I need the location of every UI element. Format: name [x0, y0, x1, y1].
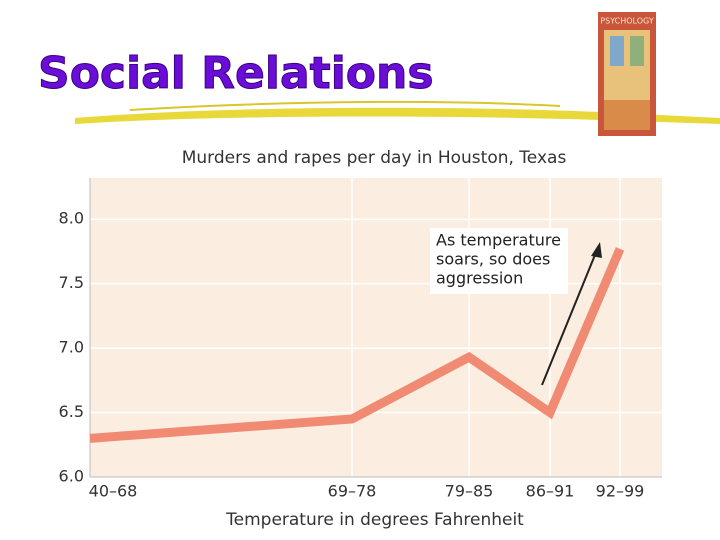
x-tick-label: 92–99 [596, 482, 645, 501]
annotation: aggression [436, 269, 523, 288]
y-tick-label: 6.5 [59, 402, 84, 421]
title-underline [75, 107, 720, 124]
x-tick-label: 69–78 [328, 482, 377, 501]
annotation-arrow [541, 249, 598, 386]
x-tick-label: 40–68 [89, 482, 138, 501]
title-underline-stroke [129, 100, 561, 111]
x-tick-label: 79–85 [445, 482, 494, 501]
cover-pane [630, 36, 644, 66]
chart: Murders and rapes per day in Houston, Te… [59, 148, 662, 530]
y-tick-label: 6.0 [59, 467, 84, 486]
slide-title: Social Relations [38, 48, 434, 99]
book-cover: PSYCHOLOGY [598, 12, 656, 136]
chart-title: Murders and rapes per day in Houston, Te… [182, 148, 567, 168]
cover-pane [610, 36, 624, 66]
data-line [89, 247, 625, 443]
x-tick-label: 86–91 [526, 482, 575, 501]
x-axis-title: Temperature in degrees Fahrenheit [225, 510, 524, 530]
annotation: soars, so does [436, 250, 550, 269]
y-tick-label: 7.0 [59, 338, 84, 357]
cover-table [604, 100, 650, 130]
y-tick-label: 8.0 [59, 209, 84, 228]
annotation-arrowhead [591, 242, 602, 258]
annotation: As temperature [436, 231, 561, 250]
cover-title: PSYCHOLOGY [600, 17, 654, 26]
annotation-box [430, 228, 568, 294]
y-tick-label: 7.5 [59, 273, 84, 292]
